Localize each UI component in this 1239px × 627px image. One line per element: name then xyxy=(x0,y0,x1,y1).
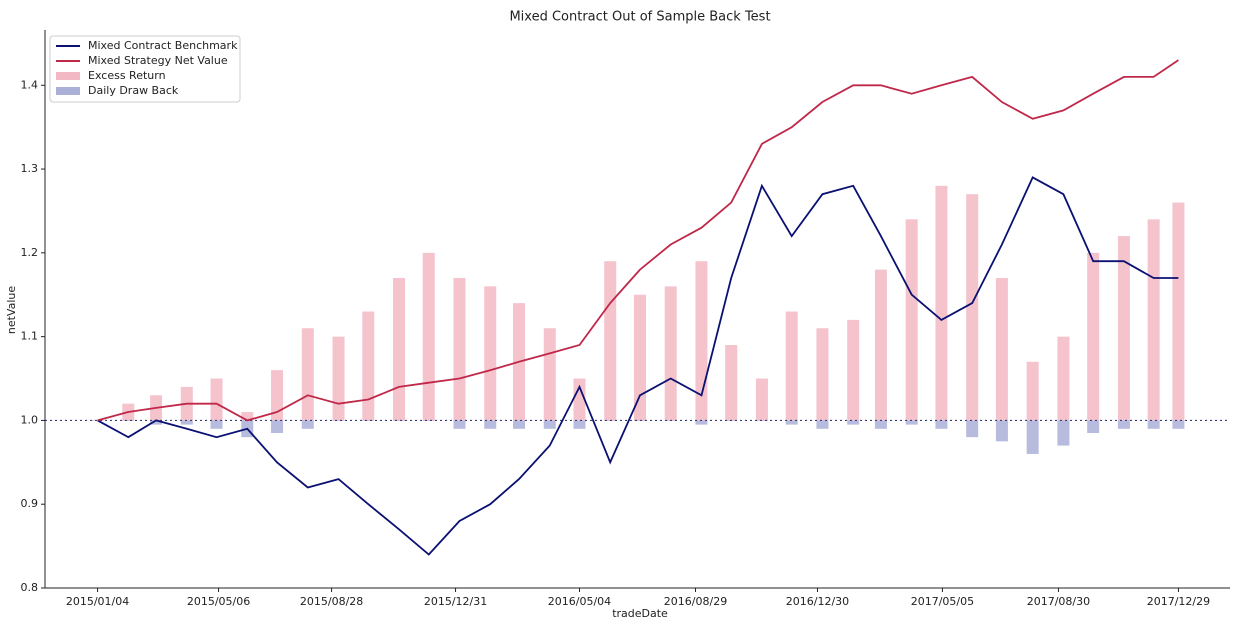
bar xyxy=(1172,202,1185,421)
y-tick-label: 1.1 xyxy=(21,330,39,343)
bar xyxy=(874,269,887,421)
bar xyxy=(573,378,586,421)
bar xyxy=(725,345,738,421)
bar xyxy=(180,420,193,425)
chart-title: Mixed Contract Out of Sample Back Test xyxy=(509,10,770,25)
bar xyxy=(1117,420,1130,429)
bar xyxy=(1057,336,1070,421)
legend-label: Mixed Contract Benchmark xyxy=(88,39,238,52)
bar xyxy=(453,277,466,421)
bar xyxy=(847,420,860,425)
bar xyxy=(966,194,979,421)
y-tick-label: 1.0 xyxy=(21,413,39,426)
bar xyxy=(1117,236,1130,421)
bar xyxy=(393,277,406,421)
bar xyxy=(874,420,887,429)
bar xyxy=(543,328,556,421)
bar xyxy=(1026,361,1039,421)
bar xyxy=(362,311,375,421)
legend-label: Daily Draw Back xyxy=(88,84,179,97)
bar xyxy=(664,286,677,421)
x-tick-label: 2016/05/04 xyxy=(548,595,611,608)
x-tick-label: 2017/08/30 xyxy=(1027,595,1090,608)
bar xyxy=(301,328,314,421)
bar xyxy=(484,286,497,421)
bar xyxy=(847,319,860,421)
bar xyxy=(905,219,918,421)
lines xyxy=(97,59,1179,556)
legend-box xyxy=(49,35,241,103)
bar xyxy=(816,328,829,421)
x-tick-label: 2017/05/05 xyxy=(911,595,974,608)
bar xyxy=(695,261,708,421)
line xyxy=(97,176,1179,556)
bar xyxy=(513,420,525,429)
x-tick-label: 2015/08/28 xyxy=(300,595,363,608)
bars xyxy=(91,185,1185,454)
bar xyxy=(393,420,406,421)
bar xyxy=(966,420,979,438)
bar xyxy=(1147,219,1160,421)
legend-label: Excess Return xyxy=(88,69,166,82)
legend-label: Mixed Strategy Net Value xyxy=(88,54,228,67)
bar xyxy=(453,420,466,429)
x-tick-label: 2016/08/29 xyxy=(664,595,727,608)
line xyxy=(97,59,1179,422)
y-tick-label: 0.9 xyxy=(21,497,39,510)
bar xyxy=(1026,420,1039,454)
y-tick-label: 0.8 xyxy=(21,581,39,594)
bar xyxy=(241,412,254,421)
bar xyxy=(543,420,556,429)
bar xyxy=(785,311,798,421)
bar xyxy=(573,420,586,429)
y-tick-label: 1.2 xyxy=(21,246,39,259)
bar xyxy=(1087,252,1100,421)
bar xyxy=(301,420,314,429)
bar xyxy=(271,420,284,433)
bar xyxy=(1172,420,1185,429)
x-tick-label: 2015/05/06 xyxy=(187,595,250,608)
bar xyxy=(271,370,284,421)
bar xyxy=(1147,420,1160,429)
bar xyxy=(604,261,617,421)
bar xyxy=(695,420,708,425)
y-tick-label: 1.3 xyxy=(21,162,39,175)
bar xyxy=(332,420,345,421)
x-tick-label: 2017/12/29 xyxy=(1147,595,1210,608)
bar xyxy=(422,252,435,421)
bar xyxy=(995,277,1008,421)
x-axis-label: tradeDate xyxy=(612,607,668,620)
bar xyxy=(755,378,768,421)
bar xyxy=(905,420,918,425)
bar xyxy=(332,336,345,421)
legend-swatch xyxy=(56,87,80,95)
bar xyxy=(422,420,435,421)
bar xyxy=(210,420,223,429)
x-tick-label: 2016/12/30 xyxy=(786,595,849,608)
bar xyxy=(362,420,375,421)
x-tick-label: 2015/01/04 xyxy=(66,595,129,608)
bar xyxy=(150,420,163,425)
bar xyxy=(633,420,646,421)
bar xyxy=(210,378,223,421)
bar xyxy=(816,420,829,429)
bar xyxy=(935,420,948,429)
bar xyxy=(484,420,497,429)
bar xyxy=(122,420,135,421)
bar xyxy=(1057,420,1070,446)
bar xyxy=(1087,420,1100,433)
bar xyxy=(633,294,646,421)
x-tick-label: 2015/12/31 xyxy=(424,595,487,608)
legend-swatch xyxy=(56,72,80,80)
y-tick-label: 1.4 xyxy=(21,78,39,91)
bar xyxy=(995,420,1008,442)
y-axis-label: netValue xyxy=(5,286,18,334)
bar xyxy=(785,420,798,425)
bar xyxy=(935,185,948,421)
